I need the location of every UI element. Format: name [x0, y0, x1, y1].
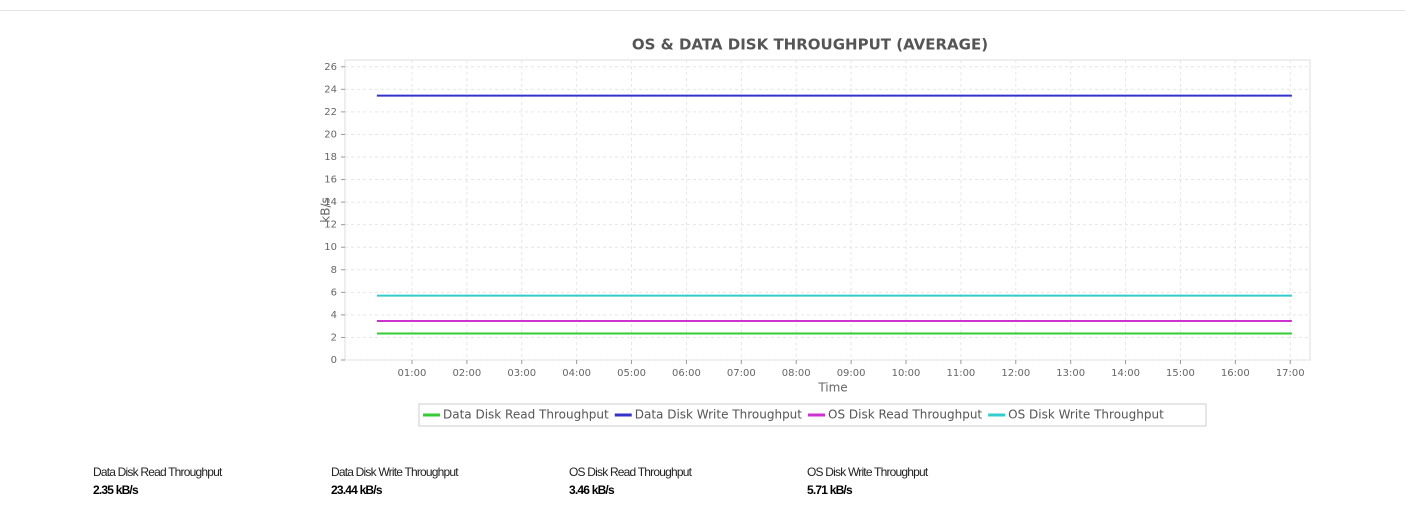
- y-tick-label: 0: [331, 355, 337, 366]
- x-tick-label: 17:00: [1276, 368, 1305, 379]
- x-tick-label: 04:00: [562, 368, 591, 379]
- summary-value: 23.44 kB/s: [331, 483, 383, 497]
- summary-label: Data Disk Write Throughput: [331, 465, 459, 479]
- summary-label: OS Disk Read Throughput: [569, 465, 692, 479]
- y-tick-label: 8: [331, 265, 337, 276]
- summary-value: 2.35 kB/s: [93, 483, 139, 497]
- y-tick-label: 18: [324, 152, 337, 163]
- chart: OS & DATA DISK THROUGHPUT (AVERAGE) kB/s…: [0, 10, 1405, 427]
- legend-label: OS Disk Write Throughput: [1008, 408, 1164, 422]
- x-tick-label: 08:00: [782, 368, 811, 379]
- y-tick-label: 24: [324, 84, 337, 95]
- summary-label: OS Disk Write Throughput: [807, 465, 928, 479]
- y-tick-label: 6: [331, 287, 337, 298]
- y-tick-label: 10: [324, 242, 337, 253]
- x-tick-label: 16:00: [1221, 368, 1250, 379]
- y-tick-label: 16: [324, 175, 337, 186]
- x-tick-label: 02:00: [452, 368, 481, 379]
- y-tick-label: 2: [331, 332, 337, 343]
- x-tick-label: 12:00: [1001, 368, 1030, 379]
- summary-value: 3.46 kB/s: [569, 483, 615, 497]
- x-tick-label: 05:00: [617, 368, 646, 379]
- y-tick-label: 14: [324, 197, 337, 208]
- x-tick-label: 09:00: [837, 368, 866, 379]
- y-tick-label: 22: [324, 107, 337, 118]
- x-tick-label: 13:00: [1056, 368, 1085, 379]
- summary-item: Data Disk Write Throughput 23.44 kB/s: [331, 465, 459, 497]
- x-tick-label: 10:00: [892, 368, 921, 379]
- x-tick-label: 15:00: [1166, 368, 1195, 379]
- chart-title: OS & DATA DISK THROUGHPUT (AVERAGE): [632, 36, 988, 54]
- summary-value: 5.71 kB/s: [807, 483, 853, 497]
- summary-item: Data Disk Read Throughput 2.35 kB/s: [93, 465, 222, 497]
- x-tick-label: 01:00: [398, 368, 427, 379]
- summary-label: Data Disk Read Throughput: [93, 465, 222, 479]
- y-tick-label: 26: [324, 62, 337, 73]
- x-tick-label: 06:00: [672, 368, 701, 379]
- x-tick-label: 14:00: [1111, 368, 1140, 379]
- legend-label: Data Disk Read Throughput: [443, 408, 609, 422]
- x-tick-label: 11:00: [946, 368, 975, 379]
- y-axis-label: kB/s: [319, 197, 333, 222]
- x-axis-label: Time: [817, 381, 847, 395]
- x-tick-label: 07:00: [727, 368, 756, 379]
- summary-item: OS Disk Read Throughput 3.46 kB/s: [569, 465, 692, 497]
- legend-label: Data Disk Write Throughput: [635, 408, 803, 422]
- summary-item: OS Disk Write Throughput 5.71 kB/s: [807, 465, 928, 497]
- y-tick-label: 12: [324, 220, 337, 231]
- x-tick-label: 03:00: [507, 368, 536, 379]
- legend-label: OS Disk Read Throughput: [828, 408, 982, 422]
- y-tick-label: 20: [324, 129, 337, 140]
- y-tick-label: 4: [331, 310, 337, 321]
